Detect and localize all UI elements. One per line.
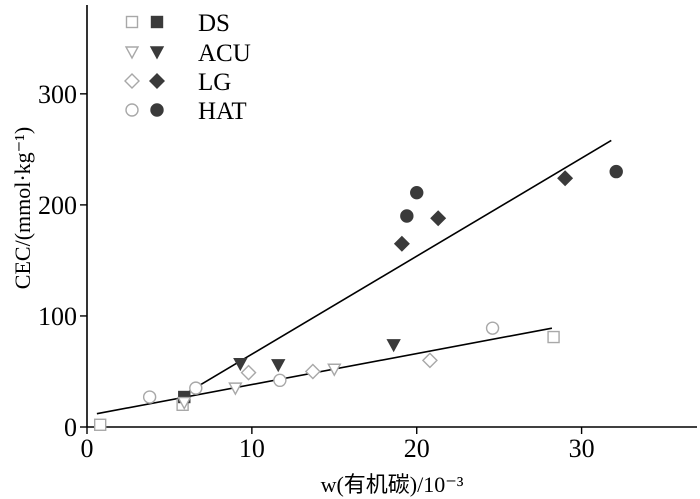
point-hat-filled: [410, 185, 424, 200]
data-points: [93, 164, 623, 431]
legend-hat-open-marker: [125, 103, 139, 117]
legend-hat-filled-marker: [150, 103, 164, 117]
x-tick-label: 0: [81, 434, 94, 463]
legend-ds-open-marker: [125, 15, 139, 29]
legend-acu-label: ACU: [198, 40, 251, 67]
point-acu-open: [327, 363, 342, 377]
point-lg-filled: [557, 170, 574, 187]
legend-hat-label: HAT: [198, 98, 247, 125]
point-lg-filled: [393, 235, 410, 252]
point-hat-filled: [400, 209, 414, 223]
point-lg-open: [304, 363, 321, 380]
point-acu-open: [228, 382, 243, 396]
point-acu-filled: [271, 359, 286, 373]
trend-line: [188, 139, 612, 393]
point-ds-open: [547, 330, 560, 344]
legend-lg-open-marker: [124, 73, 140, 89]
point-lg-filled: [430, 210, 447, 227]
x-axis-label: w(有机碳)/10⁻³: [321, 472, 464, 497]
point-acu-filled: [386, 339, 401, 353]
legend-ds-label: DS: [198, 10, 230, 37]
point-hat-open: [142, 390, 157, 404]
axes: 0 100 200 300 0 10 20 30: [38, 5, 697, 463]
x-tick-label: 10: [239, 434, 265, 463]
point-lg-open: [421, 352, 438, 369]
point-acu-open: [177, 396, 192, 411]
legend-acu-filled-marker: [149, 46, 165, 60]
point-acu-filled: [233, 358, 248, 372]
legend-lg-label: LG: [198, 69, 231, 96]
legend-acu-open-marker: [124, 46, 140, 60]
legend-lg-filled-marker: [149, 73, 165, 89]
trend-lines: [96, 139, 612, 415]
x-tick-label: 30: [569, 434, 595, 463]
point-hat-open: [189, 381, 203, 395]
trend-line: [96, 327, 553, 415]
y-tick-label: 100: [38, 302, 77, 331]
y-tick-label: 300: [38, 80, 77, 109]
y-tick-label: 0: [64, 413, 77, 442]
point-lg-open: [240, 364, 257, 381]
point-hat-open: [273, 373, 287, 388]
x-tick-label: 20: [404, 434, 430, 463]
point-hat-open: [485, 321, 500, 335]
point-ds-open: [93, 418, 107, 431]
y-tick-label: 200: [38, 191, 77, 220]
legend-ds-filled-marker: [150, 15, 164, 29]
point-hat-filled: [609, 164, 623, 179]
y-axis-label: CEC/(mmol·kg⁻¹): [10, 127, 35, 289]
